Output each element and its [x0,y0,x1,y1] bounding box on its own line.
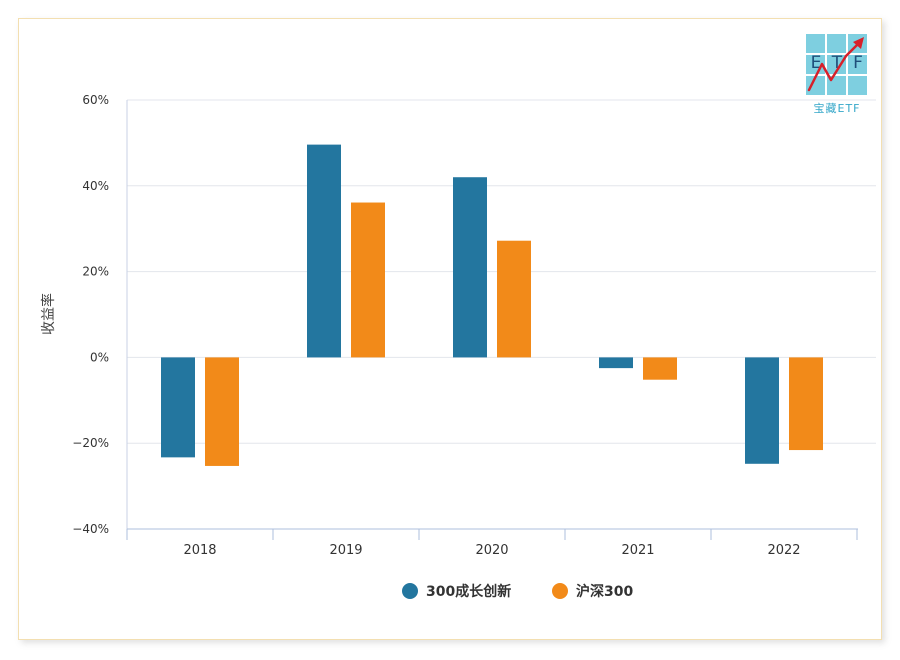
x-tick-label: 2022 [767,543,800,558]
trend-arrow-icon [807,37,864,92]
logo-letter: E [810,53,822,73]
y-tick-label: −20% [72,436,109,450]
y-tick-label: 60% [82,93,109,107]
etf-logo: E T F 宝藏ETF [806,34,868,115]
y-tick-label: −40% [72,522,109,536]
bar [307,144,341,358]
bar [351,202,385,358]
logo-grid: E T F [806,34,868,96]
axes: 60% 40% 20% 0% −20% −40% 2018 2019 2020 2021 2022 [72,93,858,558]
bar [161,357,195,458]
bar [497,240,531,358]
logo-tile [806,76,825,95]
logo-caption: 宝藏ETF [813,102,861,115]
bar [745,357,779,464]
logo-tile [827,55,846,74]
y-tick-label: 0% [90,350,109,364]
y-tick-label: 20% [82,265,109,279]
x-tick-label: 2021 [621,543,654,558]
legend-label: 沪深300 [576,584,634,600]
logo-tile [827,34,846,53]
x-tick-label: 2020 [475,543,508,558]
legend-marker [402,583,418,599]
logo-tile [848,76,867,95]
bar [599,357,633,369]
bar [205,357,239,466]
chart-frame [18,18,882,640]
legend-label: 300成长创新 [426,584,512,600]
logo-tile [848,55,867,74]
legend: 300成长创新 沪深300 [0,580,900,604]
y-axis-title: 收益率 [40,293,57,335]
x-tick-label: 2018 [183,543,216,558]
bar [453,177,487,358]
bar [643,357,677,380]
bar [789,357,823,451]
legend-marker [552,583,568,599]
bars [161,144,823,466]
x-tick-label: 2019 [329,543,362,558]
y-tick-label: 40% [82,179,109,193]
logo-letter: T [831,53,843,73]
logo-tile [806,34,825,53]
logo-letter: F [853,53,863,73]
